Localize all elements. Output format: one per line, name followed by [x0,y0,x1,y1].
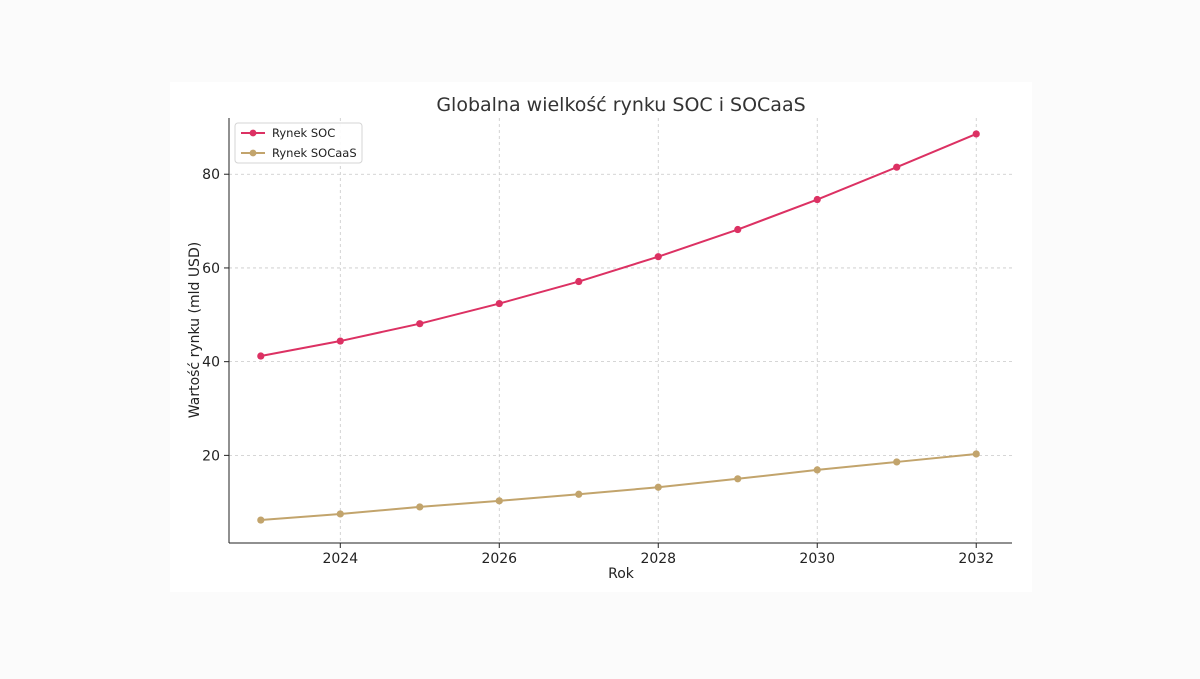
data-point [257,352,265,360]
data-point [734,225,742,234]
data-point [416,320,424,328]
x-tick-label: 2028 [640,551,676,567]
data-point [575,490,583,498]
chart-title: Globalna wielkość rynku SOC i SOCaaS [436,94,805,116]
legend: Rynek SOC Rynek SOCaaS [234,122,363,164]
legend-label: Rynek SOCaaS [272,146,357,160]
data-point [495,497,503,505]
data-point [734,475,742,483]
data-point [893,458,901,466]
y-tick-label: 60 [202,261,220,277]
data-point [575,277,583,286]
data-point [813,466,821,474]
data-point [972,450,980,458]
data-point [654,483,662,491]
data-point [813,195,821,204]
x-axis-label: Rok [608,566,635,582]
series-1 [257,130,980,360]
series-line [260,452,977,522]
axes: 2024 2026 2028 2030 2032 20 40 60 80 [202,118,1012,567]
legend-box [234,122,363,164]
figure-background [170,82,1032,592]
legend-marker [249,149,257,157]
data-point [336,510,344,518]
data-point [972,130,980,138]
y-tick-label: 80 [202,167,220,183]
data-point [654,253,662,261]
y-tick-label: 40 [202,355,220,371]
x-tick-label: 2026 [481,551,517,567]
x-tick-label: 2024 [322,551,358,567]
series-line [260,133,977,358]
y-axis-label: Wartość rynku (mld USD) [187,242,203,418]
series-group [257,130,980,524]
x-tick-label: 2030 [799,551,835,567]
y-tick-label: 20 [202,448,220,464]
data-point [893,163,901,171]
data-point [416,503,424,511]
legend-item: Rynek SOCaaS [241,146,357,160]
data-point [257,516,265,524]
legend-label: Rynek SOC [272,126,335,140]
series-2 [257,450,980,524]
data-point [336,337,344,345]
legend-item: Rynek SOC [241,126,335,140]
legend-marker [249,129,257,137]
data-point [495,299,503,308]
x-tick-label: 2032 [958,551,994,567]
